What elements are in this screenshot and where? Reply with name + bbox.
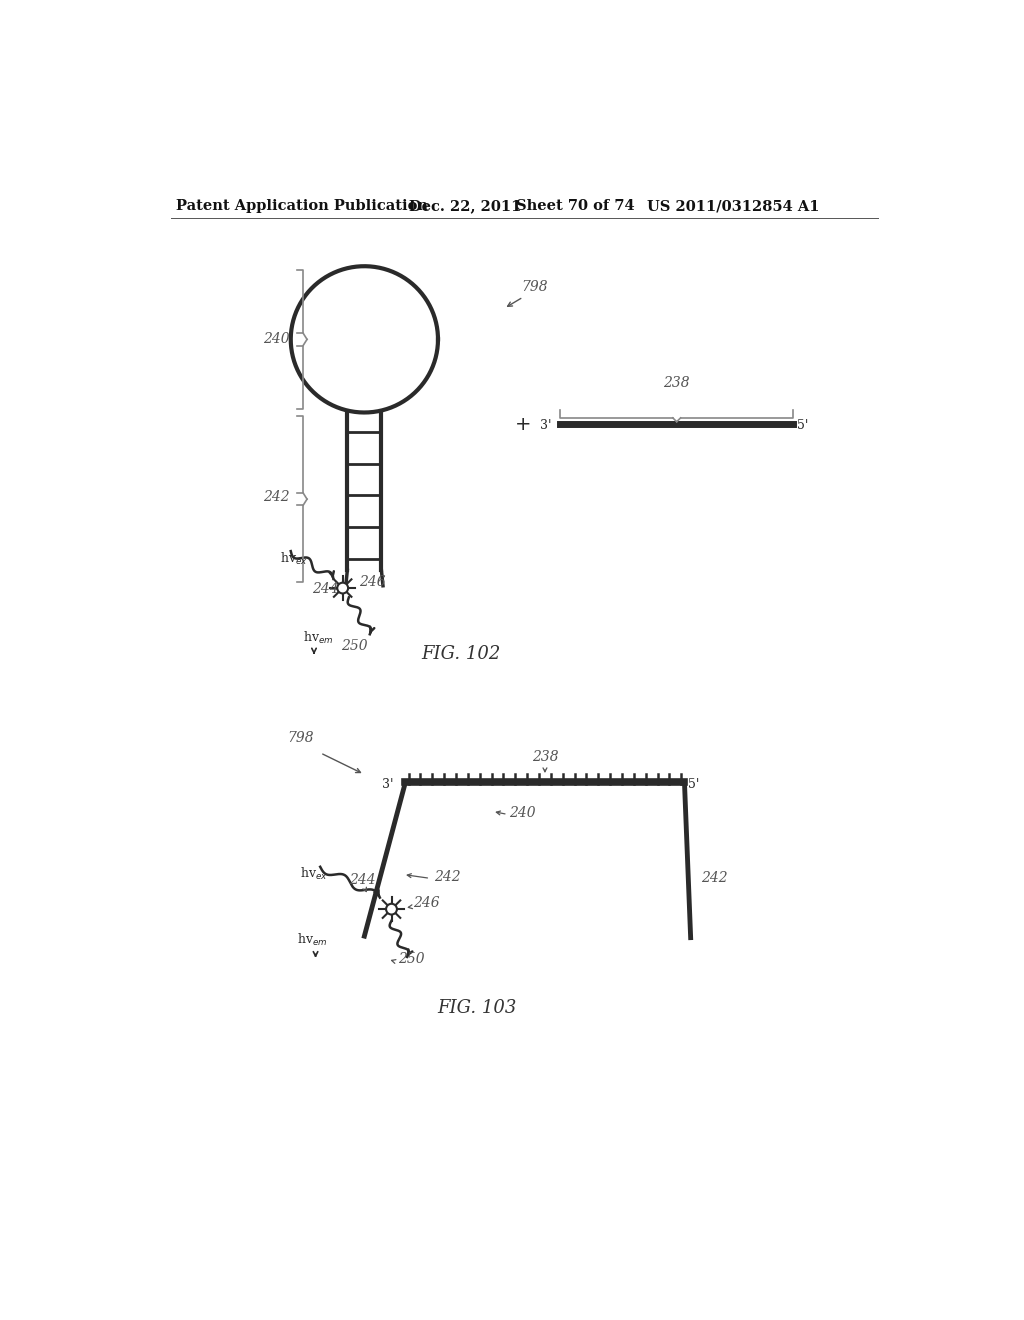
Text: 250: 250 [397, 952, 424, 966]
Text: 240: 240 [509, 805, 536, 820]
Text: Sheet 70 of 74: Sheet 70 of 74 [515, 199, 634, 213]
Text: 3': 3' [382, 777, 394, 791]
Text: hv$_{ex}$: hv$_{ex}$ [280, 550, 308, 566]
Text: 3': 3' [540, 418, 551, 432]
Text: 5': 5' [688, 777, 699, 791]
Circle shape [386, 904, 397, 915]
Text: hv$_{ex}$: hv$_{ex}$ [300, 866, 328, 883]
Text: 798: 798 [287, 731, 313, 744]
Text: +: + [515, 414, 531, 433]
Text: 5': 5' [797, 418, 808, 432]
Text: 246: 246 [359, 574, 386, 589]
Text: 244: 244 [349, 873, 376, 887]
Text: 240: 240 [262, 333, 289, 346]
Circle shape [337, 582, 348, 594]
Text: 238: 238 [664, 376, 690, 391]
Text: 238: 238 [531, 750, 558, 763]
Text: hv$_{em}$: hv$_{em}$ [297, 932, 328, 948]
Text: 246: 246 [414, 896, 440, 909]
Text: 242: 242 [701, 871, 728, 886]
Text: 244: 244 [311, 582, 338, 597]
Text: 242: 242 [434, 870, 461, 883]
Text: 798: 798 [521, 280, 548, 294]
Text: 242: 242 [262, 490, 289, 504]
Text: FIG. 103: FIG. 103 [437, 999, 516, 1018]
Text: Patent Application Publication: Patent Application Publication [176, 199, 428, 213]
Text: FIG. 102: FIG. 102 [422, 645, 501, 663]
Text: Dec. 22, 2011: Dec. 22, 2011 [409, 199, 521, 213]
Text: hv$_{em}$: hv$_{em}$ [303, 630, 334, 645]
Text: 250: 250 [341, 639, 368, 652]
Text: US 2011/0312854 A1: US 2011/0312854 A1 [647, 199, 820, 213]
